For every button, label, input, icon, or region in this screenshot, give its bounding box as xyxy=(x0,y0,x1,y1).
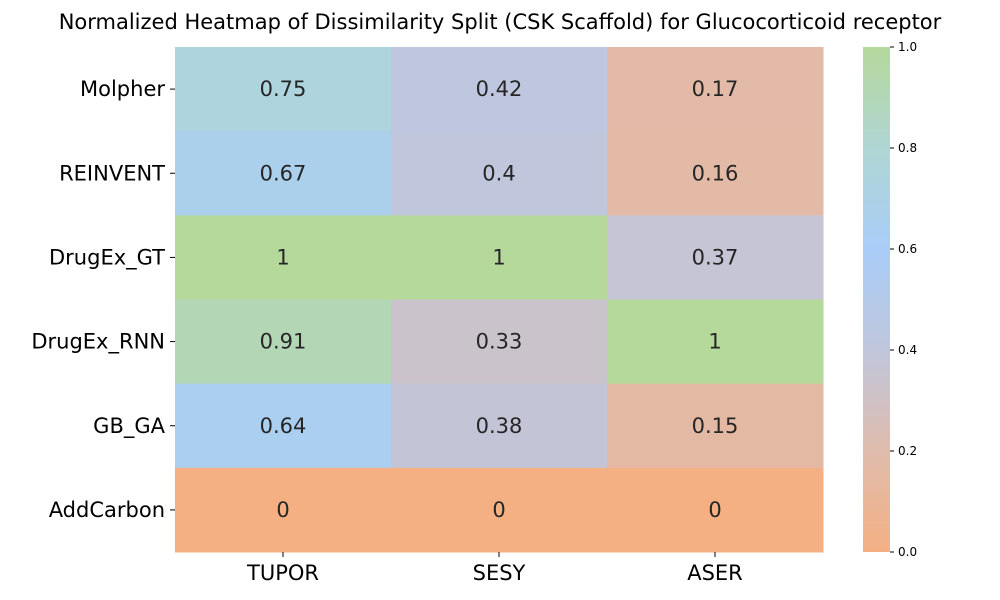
cell-value-label: 0.37 xyxy=(692,245,739,269)
x-tick-label: SESY xyxy=(473,561,526,585)
cell-value-label: 0 xyxy=(492,498,505,522)
heatmap-cell xyxy=(607,47,824,132)
y-tick-label: Molpher xyxy=(80,77,165,101)
heatmap-cell xyxy=(175,47,392,132)
cell-value-label: 0 xyxy=(708,498,721,522)
cell-value-label: 0.4 xyxy=(482,161,515,185)
heatmap-cell xyxy=(391,299,608,385)
cell-value-label: 0.16 xyxy=(692,161,739,185)
cell-value-label: 1 xyxy=(708,330,721,354)
heatmap-cell-labels: 0.75 0.42 0.17 0.67 0.4 0.16 1 1 0.37 0.91 0.33 1 0.… xyxy=(260,77,739,522)
y-tick-label: GB_GA xyxy=(93,414,165,439)
y-tick-label: DrugEx_GT xyxy=(49,245,165,270)
heatmap-cell xyxy=(391,467,608,553)
colorbar-tick-label: 0.2 xyxy=(898,444,917,458)
x-tick-label: ASER xyxy=(687,561,743,585)
heatmap-cell xyxy=(391,131,608,216)
colorbar-tick-label: 0.8 xyxy=(898,141,917,155)
colorbar-tick-label: 1.0 xyxy=(898,40,917,54)
cell-value-label: 0.33 xyxy=(476,330,523,354)
y-axis: Molpher REINVENT DrugEx_GT DrugEx_RNN GB_GA A… xyxy=(31,77,175,522)
heatmap-cell xyxy=(391,215,608,300)
colorbar-tick-label: 0.0 xyxy=(898,545,917,559)
heatmap-cell xyxy=(607,383,824,469)
cell-value-label: 0.15 xyxy=(692,414,739,438)
heatmap-cell xyxy=(175,299,392,385)
x-axis: TUPOR SESY ASER xyxy=(246,552,743,585)
colorbar-tick-label: 0.4 xyxy=(898,343,917,357)
heatmap-cell xyxy=(175,131,392,216)
heatmap-cell xyxy=(391,383,608,469)
y-tick-label: DrugEx_RNN xyxy=(31,330,165,355)
heatmap-cell xyxy=(391,47,608,132)
cell-value-label: 0.42 xyxy=(476,77,523,101)
cell-value-label: 0.91 xyxy=(260,330,307,354)
heatmap-cell xyxy=(175,467,392,553)
heatmap-cell xyxy=(607,215,824,300)
heatmap-cell xyxy=(175,215,392,300)
cell-value-label: 0.67 xyxy=(260,161,307,185)
colorbar-tick-label: 0.6 xyxy=(898,242,917,256)
heatmap-cell xyxy=(175,383,392,469)
cell-value-label: 0.64 xyxy=(260,414,307,438)
cell-value-label: 0.17 xyxy=(692,77,739,101)
colorbar-gradient xyxy=(863,47,890,552)
cell-value-label: 0.75 xyxy=(260,77,307,101)
heatmap-cell xyxy=(607,131,824,216)
cell-value-label: 0 xyxy=(276,498,289,522)
y-tick-label: AddCarbon xyxy=(49,498,165,522)
chart-title: Normalized Heatmap of Dissimilarity Spli… xyxy=(58,10,942,34)
heatmap-cell xyxy=(607,299,824,385)
cell-value-label: 1 xyxy=(492,245,505,269)
heatmap-cells xyxy=(175,47,824,553)
colorbar: 0.0 0.2 0.4 0.6 0.8 1.0 xyxy=(863,40,917,559)
x-tick-label: TUPOR xyxy=(246,561,319,585)
cell-value-label: 1 xyxy=(276,245,289,269)
y-tick-label: REINVENT xyxy=(59,161,165,185)
cell-value-label: 0.38 xyxy=(476,414,523,438)
heatmap-cell xyxy=(607,467,824,553)
